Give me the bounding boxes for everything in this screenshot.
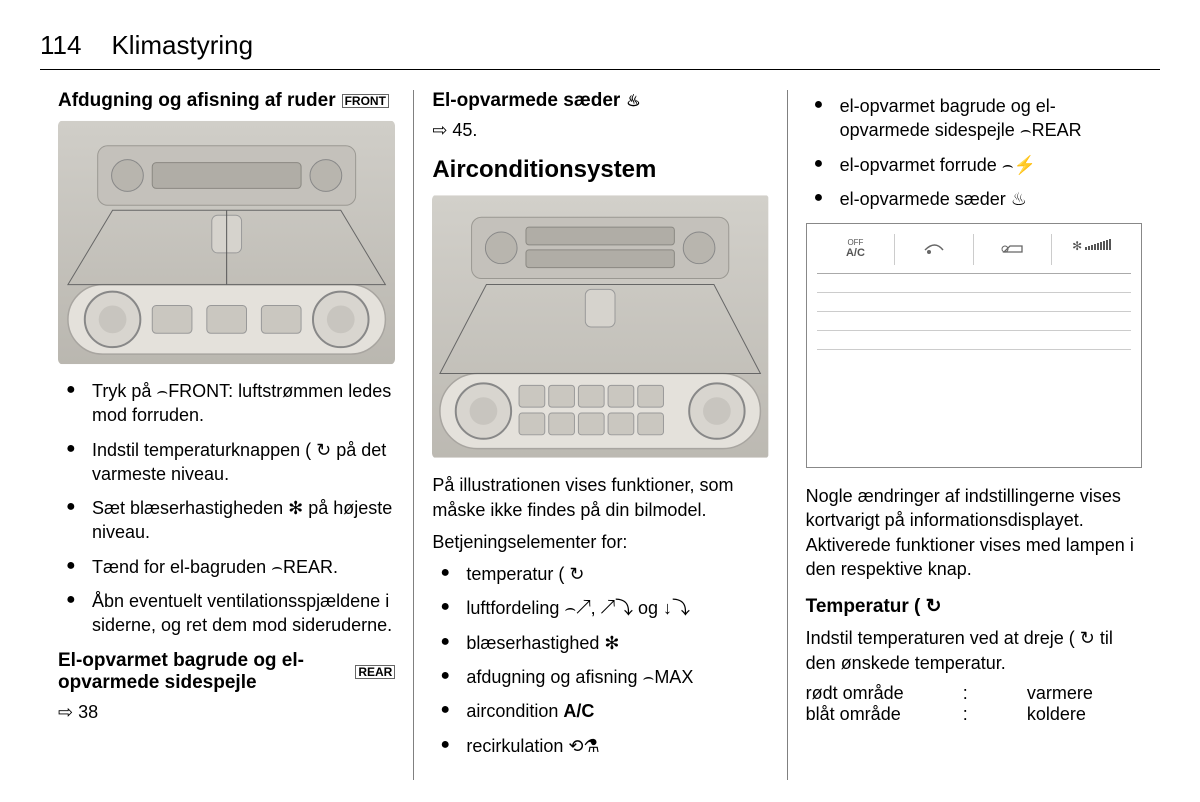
controls-list: temperatur ( ↻ luftfordeling ⌢↗, ↗⤵ og ↓…: [432, 562, 768, 758]
list-item: aircondition A/C: [432, 699, 768, 723]
heading-heated-seats: El-opvarmede sæder ♨: [432, 90, 768, 112]
page-header: 114 Klimastyring: [40, 30, 1160, 70]
info-display-note: Nogle ændringer af indstillingerne vises…: [806, 484, 1142, 581]
heading-rear-text: El-opvarmet bagrude og el-opvarmede side…: [58, 650, 349, 694]
column-3: el-opvarmet bagrude og el-opvarmede side…: [787, 90, 1160, 780]
list-item: luftfordeling ⌢↗, ↗⤵ og ↓⤵: [432, 596, 768, 620]
fan-bars-icon: [1085, 238, 1111, 250]
cross-ref-38: ⇨ 38: [58, 700, 395, 724]
list-item: Indstil temperaturknappen ( ↻ på det var…: [58, 438, 395, 487]
list-item: el-opvarmede sæder ♨: [806, 187, 1142, 211]
list-item: Tryk på ⌢FRONT: luftstrømmen ledes mod f…: [58, 379, 395, 428]
temperature-instruction: Indstil temperaturen ved at dreje ( ↻ ti…: [806, 626, 1142, 675]
ac-label: A/C: [563, 701, 594, 721]
page-title: Klimastyring: [111, 30, 253, 61]
content-columns: Afdugning og afisning af ruder FRONT: [40, 90, 1160, 780]
column-2: El-opvarmede sæder ♨ ⇨ 45. Airconditions…: [413, 90, 786, 780]
heading-temperature: Temperatur ( ↻: [806, 595, 1142, 618]
front-defrost-icon: FRONT: [342, 94, 389, 108]
table-cell: :: [963, 704, 1017, 725]
page-number: 114: [40, 30, 81, 61]
figure-climate-panel-1: [58, 120, 395, 365]
heading-defog: Afdugning og afisning af ruder FRONT: [58, 90, 395, 112]
temperature-table: rødt område : varmere blåt område : kold…: [806, 683, 1142, 725]
heading-rear-window: El-opvarmet bagrude og el-opvarmede side…: [58, 650, 395, 694]
list-item: el-opvarmet forrude ⌢⚡: [806, 153, 1142, 177]
list-item: Sæt blæserhastigheden ✻ på højeste nivea…: [58, 496, 395, 545]
list-item: el-opvarmet bagrude og el-opvarmede side…: [806, 94, 1142, 143]
table-cell: varmere: [1027, 683, 1142, 704]
display-recirc-icon: [974, 234, 1053, 265]
display-fan-cell: ✻: [1052, 234, 1131, 265]
heading-aircondition: Airconditionsystem: [432, 156, 768, 184]
table-cell: rødt område: [806, 683, 953, 704]
list-item: Åbn eventuelt ventilationsspjældene i si…: [58, 589, 395, 638]
defog-steps: Tryk på ⌢FRONT: luftstrømmen ledes mod f…: [58, 379, 395, 638]
rear-defrost-icon: REAR: [355, 665, 395, 679]
display-ac-cell: OFF A/C: [817, 234, 896, 265]
list-item: recirkulation ⟲⚗: [432, 734, 768, 758]
illustration-note: På illustrationen vises funktioner, som …: [432, 473, 768, 522]
display-airflow-icon: [895, 234, 974, 265]
column-1: Afdugning og afisning af ruder FRONT: [40, 90, 413, 780]
list-item: temperatur ( ↻: [432, 562, 768, 586]
heading-defog-text: Afdugning og afisning af ruder: [58, 90, 336, 112]
heading-seats-text: El-opvarmede sæder: [432, 90, 620, 112]
table-cell: :: [963, 683, 1017, 704]
list-item: Tænd for el-bagruden ⌢REAR.: [58, 555, 395, 579]
features-list: el-opvarmet bagrude og el-opvarmede side…: [806, 94, 1142, 211]
list-item: blæserhastighed ✻: [432, 631, 768, 655]
list-item: afdugning og afisning ⌢MAX: [432, 665, 768, 689]
table-cell: koldere: [1027, 704, 1142, 725]
heated-seat-icon: ♨: [626, 91, 640, 111]
cross-ref-45: ⇨ 45.: [432, 118, 768, 142]
figure-climate-panel-2: [432, 194, 768, 459]
table-cell: blåt område: [806, 704, 953, 725]
figure-info-display: OFF A/C ✻: [806, 223, 1142, 468]
controls-intro: Betjeningselementer for:: [432, 530, 768, 554]
